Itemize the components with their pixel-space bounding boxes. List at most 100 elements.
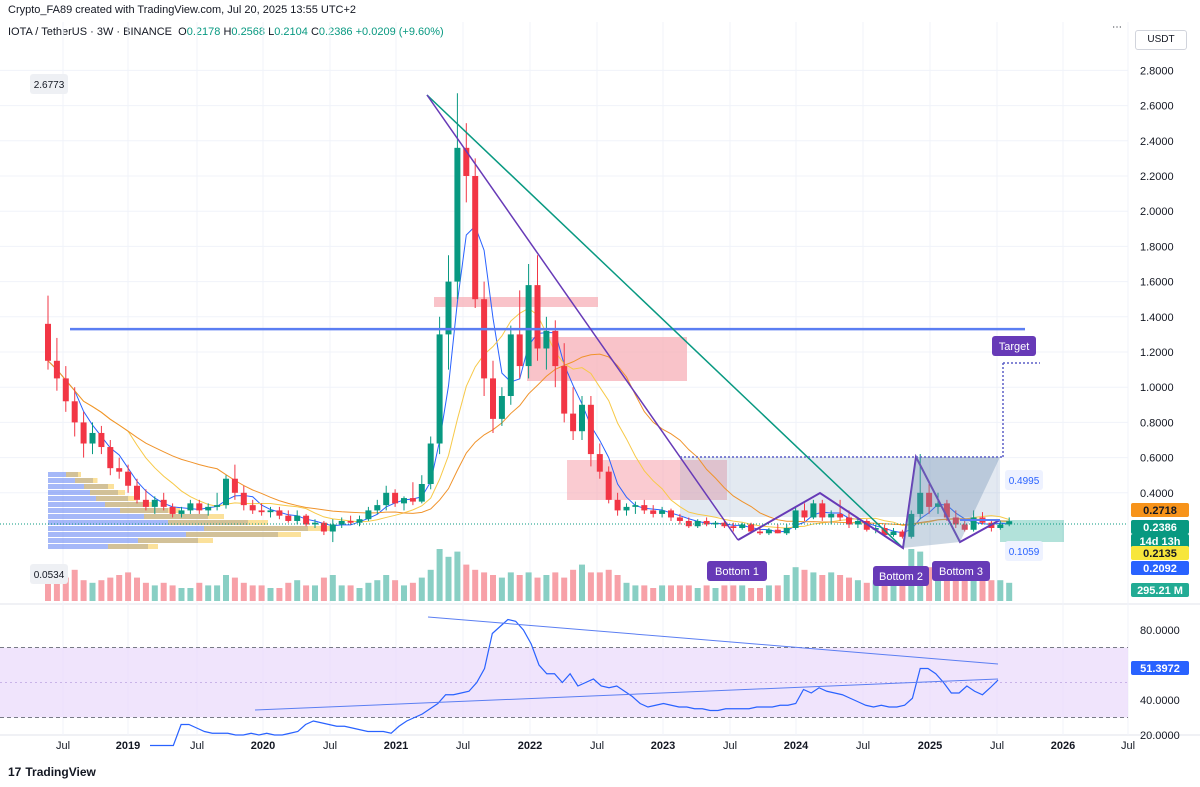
x-tick-label: 2019 xyxy=(116,740,140,752)
y-tick-label: 1.6000 xyxy=(1140,277,1174,289)
time-axis: Jul 2019 Jul 2020 Jul 2021 Jul 2022 Jul 2023 Jul 20… xyxy=(56,740,1135,752)
candle-body xyxy=(507,334,514,396)
candle-body xyxy=(801,510,808,518)
candle-body xyxy=(641,505,648,511)
candle-body xyxy=(134,485,140,500)
candle-body xyxy=(632,505,639,507)
candle-body xyxy=(374,505,381,511)
candle-body xyxy=(970,517,977,530)
candle-body xyxy=(383,492,390,506)
candle-body xyxy=(231,478,238,493)
low-label: L xyxy=(268,26,275,38)
candle-body xyxy=(623,506,630,511)
volume-bar xyxy=(819,575,826,601)
high-value: 0.2568 xyxy=(231,26,266,38)
candle-body xyxy=(116,468,123,472)
y-tick-label: 0.8000 xyxy=(1140,417,1174,429)
volume-bar xyxy=(605,569,612,601)
countdown-tag: 14d 13h xyxy=(1140,536,1181,548)
volume-bar xyxy=(320,577,327,601)
volume-bar xyxy=(401,585,407,601)
candle-body xyxy=(490,378,496,419)
candle-body xyxy=(223,478,229,506)
volume-bar xyxy=(952,575,959,601)
more-icon[interactable]: ⋯ xyxy=(1112,22,1122,33)
candle-body xyxy=(205,506,212,511)
volume-bar xyxy=(481,572,488,601)
x-tick-label: 2026 xyxy=(1051,740,1075,752)
candle-body xyxy=(819,503,826,518)
volume-bar xyxy=(160,582,167,601)
y-tick-label: 1.2000 xyxy=(1140,347,1174,359)
volume-profile xyxy=(48,472,334,549)
volume-bar xyxy=(490,575,496,601)
volume-bar xyxy=(943,572,950,601)
volume-bar xyxy=(276,588,283,601)
volume-bar xyxy=(676,585,683,601)
volume-bar xyxy=(961,577,968,601)
candle-body xyxy=(338,520,345,525)
y-tick-label: 2.2000 xyxy=(1140,171,1174,183)
candle-body xyxy=(810,503,817,518)
close-value: 0.2386 xyxy=(318,26,353,38)
symbol-legend: IOTA / TetherUS · 3W · BINANCE O0.2178 H… xyxy=(8,26,444,38)
candle-body xyxy=(107,447,114,469)
profile-row-upper xyxy=(96,496,136,501)
volume-bar xyxy=(169,585,176,601)
volume-bar xyxy=(134,577,140,601)
profile-row-upper xyxy=(168,520,268,525)
volume-bar xyxy=(641,585,648,601)
volume-bar xyxy=(249,585,256,601)
currency-selector[interactable]: USDT xyxy=(1135,30,1187,50)
volume-bar xyxy=(614,575,621,601)
candle-body xyxy=(498,396,505,419)
profile-row-upper xyxy=(108,544,158,549)
candle-body xyxy=(854,520,861,525)
rsi-band xyxy=(0,647,1128,718)
target-label: Target xyxy=(999,341,1030,353)
volume-bar xyxy=(774,585,781,601)
volume-bar xyxy=(997,580,1004,601)
volume-bar xyxy=(748,588,755,601)
volume-bar xyxy=(552,572,559,601)
volume-bar xyxy=(98,580,105,601)
volume-bar xyxy=(828,572,835,601)
candle-body xyxy=(650,510,657,514)
candle-body xyxy=(712,522,719,525)
volume-bar xyxy=(988,580,995,601)
candle-body xyxy=(401,498,407,504)
volume-bar xyxy=(151,585,158,601)
candle-body xyxy=(605,471,612,500)
profile-row xyxy=(48,496,128,501)
volume-bar xyxy=(107,577,114,601)
symbol-name[interactable]: IOTA / TetherUS · 3W · BINANCE xyxy=(8,26,173,38)
volume-bar xyxy=(45,580,51,601)
profile-row xyxy=(48,472,78,477)
volume-bar xyxy=(1006,582,1013,601)
volume-bar xyxy=(596,572,603,601)
volume-bar xyxy=(427,569,434,601)
volume-bar xyxy=(392,580,399,601)
y-tick-label: 1.8000 xyxy=(1140,241,1174,253)
candle-body xyxy=(837,513,844,518)
volume-bar xyxy=(854,580,861,601)
high-marker: 2.6773 xyxy=(34,80,65,91)
candle-body xyxy=(481,299,488,379)
candle-body xyxy=(668,510,674,518)
profile-row xyxy=(48,538,198,543)
candle-body xyxy=(748,524,755,532)
candle-body xyxy=(943,503,950,518)
volume-bar xyxy=(881,582,888,601)
volume-bar xyxy=(409,582,416,601)
candle-body xyxy=(294,515,301,521)
volume-bar xyxy=(71,569,78,601)
candle-body xyxy=(926,492,933,507)
volume-bar xyxy=(62,577,69,601)
tradingview-logo[interactable]: 17 TradingView xyxy=(8,765,96,779)
profile-row-upper xyxy=(66,472,81,477)
volume-bar xyxy=(267,588,274,601)
level-2-tag-box xyxy=(1131,546,1189,560)
candle-body xyxy=(258,510,265,513)
candle-body xyxy=(347,520,354,523)
